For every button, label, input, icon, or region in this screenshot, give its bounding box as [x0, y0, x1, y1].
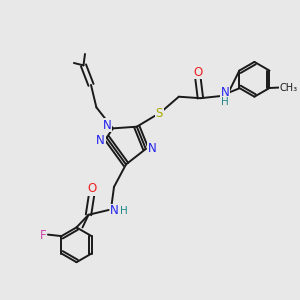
Text: S: S [156, 107, 163, 120]
Text: CH₃: CH₃ [279, 83, 297, 93]
Text: H: H [221, 98, 229, 107]
Text: N: N [110, 204, 119, 218]
Text: F: F [40, 229, 46, 242]
Text: N: N [221, 86, 230, 99]
Text: O: O [87, 182, 96, 195]
Text: H: H [120, 206, 128, 216]
Text: O: O [194, 66, 202, 79]
Text: N: N [147, 142, 156, 155]
Text: N: N [96, 134, 105, 147]
Text: N: N [103, 119, 112, 132]
